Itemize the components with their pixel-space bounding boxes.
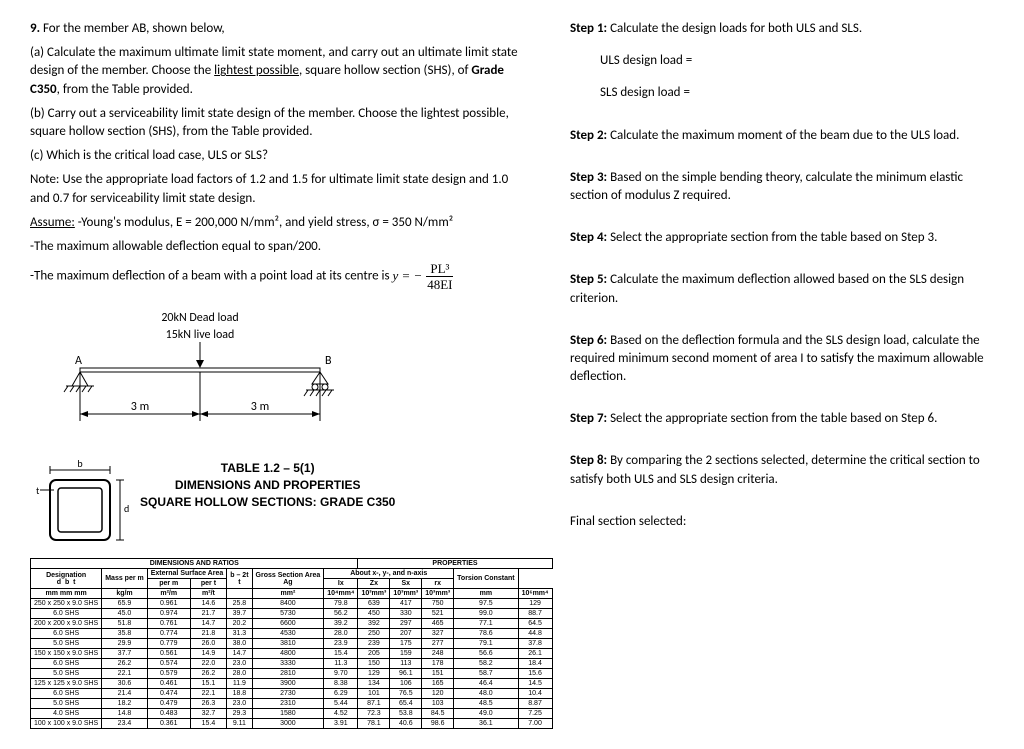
step-text: Calculate the maximum moment of the beam… [607, 128, 959, 143]
table-title-3: SQUARE HOLLOW SECTIONS: GRADE C350 [140, 494, 395, 511]
assume-2: -The maximum allowable deflection equal … [30, 238, 530, 256]
table-row: 250 x 250 x 9.0 SHS65.90.96114.625.88400… [31, 599, 553, 609]
svg-text:d: d [124, 502, 129, 515]
step-2: Step 2: Calculate the maximum moment of … [570, 127, 990, 145]
assume-1: Assume: -Young's modulus, E = 200,000 N/… [30, 214, 530, 232]
svg-text:B: B [325, 354, 332, 368]
table-row: 6.0 SHS35.80.77421.831.3453028.025020732… [31, 629, 553, 639]
table-title-2: DIMENSIONS AND PROPERTIES [140, 477, 395, 494]
svg-text:3 m: 3 m [251, 400, 269, 414]
shs-section-diagram: b t d [30, 460, 130, 554]
step-text: Select the appropriate section from the … [607, 411, 937, 426]
beam-diagram: 20kN Dead load 15kN live load A B [30, 306, 530, 440]
live-load-label: 15kN live load [166, 328, 235, 342]
left-column: 9. For the member AB, shown below, (a) C… [30, 20, 530, 729]
svg-text:3 m: 3 m [131, 400, 149, 414]
part-b: (b) Carry out a serviceability limit sta… [30, 105, 530, 141]
svg-text:A: A [75, 354, 82, 368]
step-text: Calculate the maximum deflection allowed… [570, 272, 964, 305]
step-label: Step 5: [570, 272, 607, 287]
assume-3: -The maximum deflection of a beam with a… [30, 262, 530, 291]
col-designation: Designationd b t [31, 569, 102, 589]
note: Note: Use the appropriate load factors o… [30, 171, 530, 207]
table-row: 125 x 125 x 9.0 SHS30.60.46115.111.93900… [31, 679, 553, 689]
svg-text:t: t [36, 484, 40, 497]
q-lead-text: For the member AB, shown below, [43, 21, 225, 36]
table-row: 150 x 150 x 9.0 SHS37.70.56114.914.74800… [31, 649, 553, 659]
step-label: Step 4: [570, 230, 607, 245]
step-text: Select the appropriate section from the … [607, 230, 937, 245]
table-row: 100 x 100 x 9.0 SHS23.40.36115.49.113000… [31, 719, 553, 729]
table-title-1: TABLE 1.2 – 5(1) [140, 460, 395, 477]
part-c: (c) Which is the critical load case, ULS… [30, 147, 530, 165]
step-text: Based on the deflection formula and the … [570, 333, 984, 384]
step-6: Step 6: Based on the deflection formula … [570, 332, 990, 387]
step-text: Based on the simple bending theory, calc… [570, 170, 963, 203]
table-row: 200 x 200 x 9.0 SHS51.80.76114.720.26600… [31, 619, 553, 629]
q-number: 9. [30, 21, 40, 36]
table-block: TABLE 1.2 – 5(1) DIMENSIONS AND PROPERTI… [140, 460, 395, 510]
step-label: Step 2: [570, 128, 607, 143]
step-label: Step 3: [570, 170, 607, 185]
question-lead: 9. For the member AB, shown below, [30, 20, 530, 38]
table-row: 5.0 SHS18.20.47926.323.023105.4487.165.4… [31, 699, 553, 709]
table-row: 6.0 SHS21.40.47422.118.827306.2910176.51… [31, 689, 553, 699]
table-row: 6.0 SHS26.20.57422.023.0333011.315011317… [31, 659, 553, 669]
final-section: Final section selected: [570, 513, 990, 531]
step-text: By comparing the 2 sections selected, de… [570, 453, 980, 486]
step-extra: ULS design load = [600, 52, 990, 70]
dead-load-label: 20kN Dead load [161, 311, 238, 325]
svg-text:b: b [77, 460, 82, 470]
step-1: Step 1: Calculate the design loads for b… [570, 20, 990, 103]
deflection-formula: y = − PL³ 48EI [393, 262, 454, 291]
shs-table: DIMENSIONS AND RATIOS PROPERTIES Designa… [30, 558, 553, 729]
step-label: Step 6: [570, 333, 607, 348]
step-text: Calculate the design loads for both ULS … [607, 21, 862, 36]
table-row: 4.0 SHS14.80.48332.729.315804.5272.353.8… [31, 709, 553, 719]
step-4: Step 4: Select the appropriate section f… [570, 229, 990, 247]
step-7: Step 7: Select the appropriate section f… [570, 410, 990, 428]
table-row: 6.0 SHS45.00.97421.739.7573056.245033052… [31, 609, 553, 619]
part-a: (a) Calculate the maximum ultimate limit… [30, 44, 530, 99]
step-extra: SLS design load = [600, 84, 990, 102]
step-5: Step 5: Calculate the maximum deflection… [570, 271, 990, 307]
table-row: 5.0 SHS29.90.77926.038.0381023.923917527… [31, 639, 553, 649]
table-row: 5.0 SHS22.10.57926.228.028109.7012996.11… [31, 669, 553, 679]
right-column: Step 1: Calculate the design loads for b… [570, 20, 990, 729]
step-label: Step 1: [570, 21, 607, 36]
step-label: Step 7: [570, 411, 607, 426]
step-label: Step 8: [570, 453, 607, 468]
section-and-table: b t d TABLE 1.2 – 5(1) DIMENSIONS AND PR… [30, 460, 530, 554]
step-8: Step 8: By comparing the 2 sections sele… [570, 452, 990, 488]
step-3: Step 3: Based on the simple bending theo… [570, 169, 990, 205]
